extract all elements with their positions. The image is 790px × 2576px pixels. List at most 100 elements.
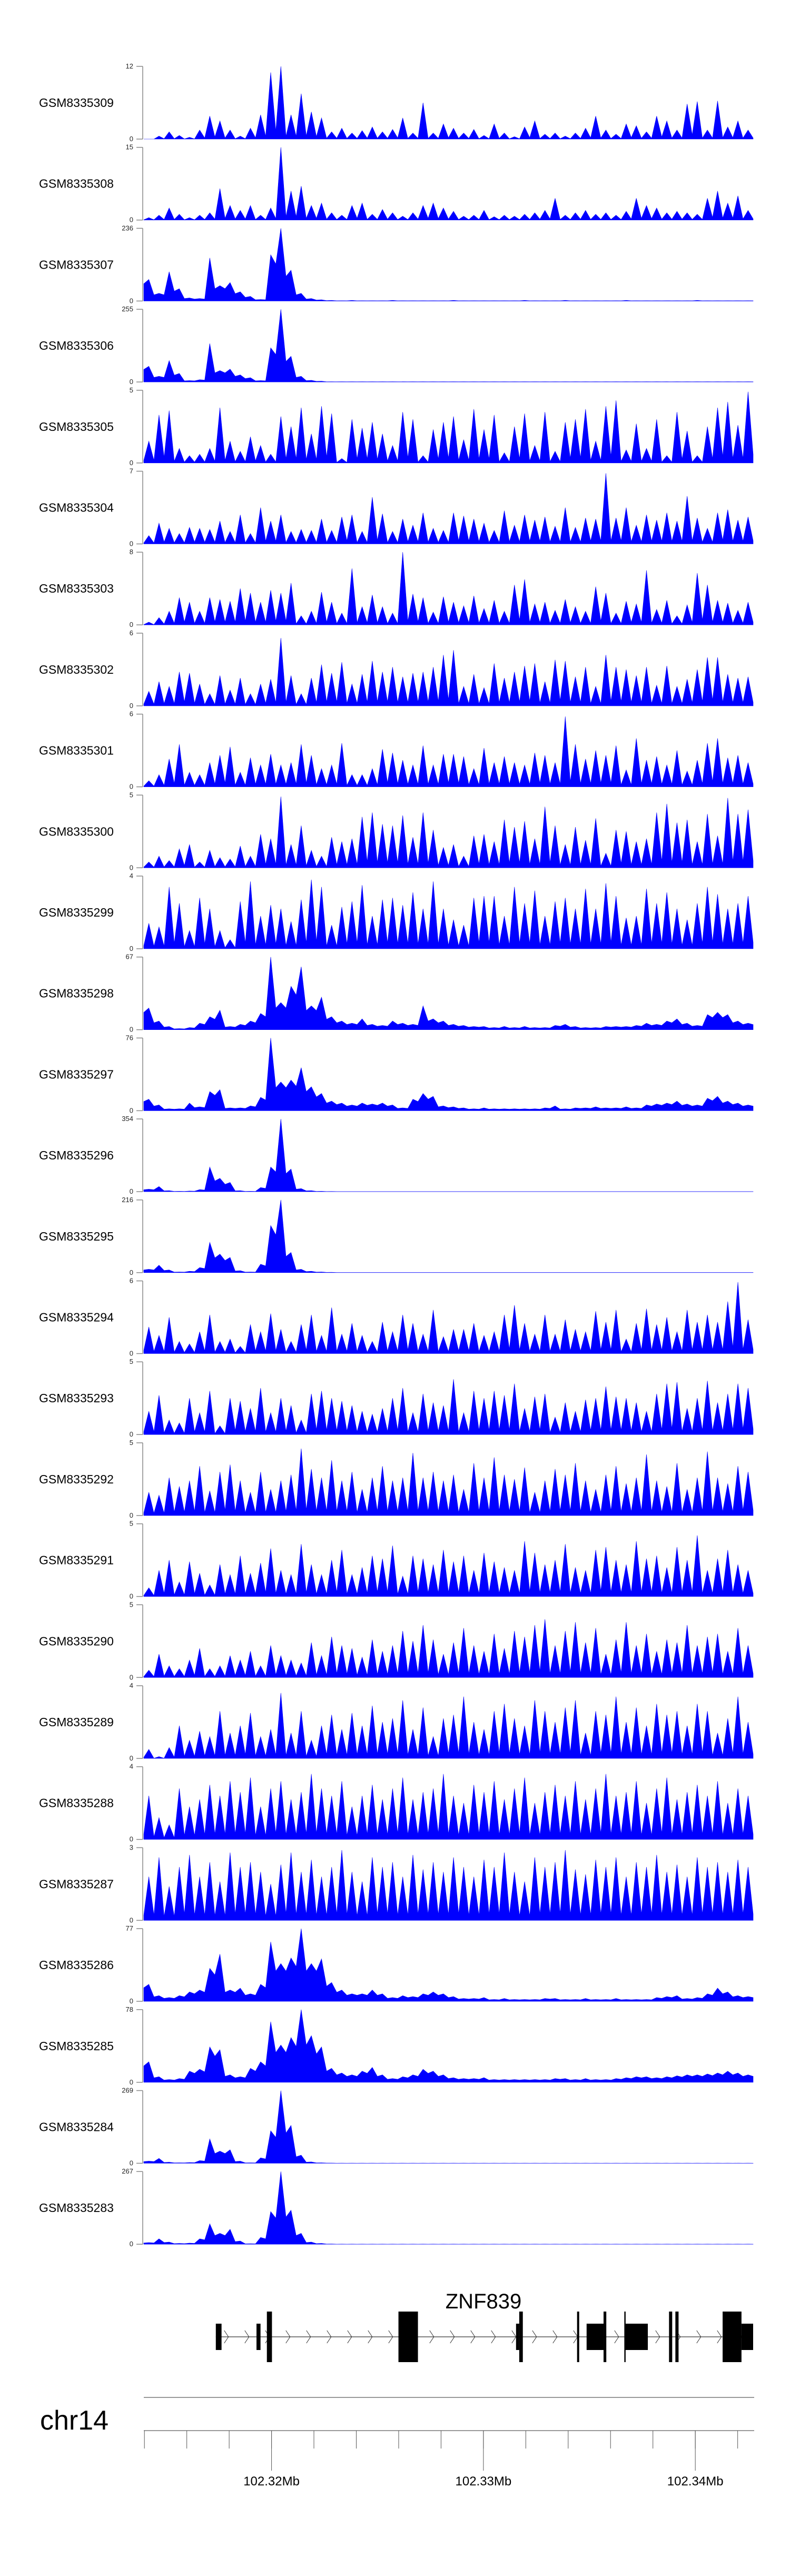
strand-arrow-icon <box>368 2330 373 2344</box>
y-min-label: 0 <box>130 1026 133 1034</box>
y-max-label: 3 <box>130 1843 133 1851</box>
coverage-area <box>143 2090 754 2164</box>
strand-arrow-icon <box>552 2330 558 2344</box>
coverage-area <box>143 716 754 787</box>
strand-arrow-icon <box>717 2330 722 2344</box>
y-max-label: 267 <box>122 2167 133 2175</box>
strand-arrow-icon <box>511 2330 517 2344</box>
track-GSM8335287: GSM8335287 3 0 <box>39 1843 754 1924</box>
coverage-tracks: GSM8335309120GSM8335308150GSM83353072360… <box>39 62 754 2248</box>
track-GSM8335289: GSM8335289 4 0 <box>39 1682 754 1762</box>
coverage-area <box>143 1038 754 1111</box>
track-GSM8335292: GSM8335292 5 0 <box>39 1439 754 1519</box>
axis-ticks: 102.32Mb 102.33Mb 102.34Mb <box>144 2431 738 2489</box>
y-max-label: 8 <box>130 548 133 556</box>
coverage-area <box>143 228 754 301</box>
y-max-label: 4 <box>130 1763 133 1771</box>
track-label: GSM8335309 <box>39 96 114 110</box>
exon-utr <box>256 2324 261 2350</box>
track-label: GSM8335288 <box>39 1796 114 1810</box>
track-label: GSM8335297 <box>39 1067 114 1081</box>
strand-arrow-icon <box>429 2330 434 2344</box>
exon-cds <box>519 2312 523 2362</box>
y-min-label: 0 <box>130 1835 133 1843</box>
y-min-label: 0 <box>130 1673 133 1681</box>
gene-name: ZNF839 <box>446 2290 522 2313</box>
track-label: GSM8335292 <box>39 1472 114 1486</box>
track-label: GSM8335287 <box>39 1877 114 1891</box>
strand-arrow-icon <box>285 2330 291 2344</box>
chromosome-label: chr14 <box>40 2405 108 2436</box>
exon-cds <box>603 2312 607 2362</box>
strand-arrow-icon <box>450 2330 455 2344</box>
y-max-label: 4 <box>130 872 133 880</box>
track-label: GSM8335284 <box>39 2120 114 2134</box>
track-GSM8335309: GSM8335309 12 0 <box>39 62 754 143</box>
y-min-label: 0 <box>130 2078 133 2086</box>
exon-utr <box>215 2324 222 2350</box>
y-min-label: 0 <box>130 378 133 386</box>
y-min-label: 0 <box>130 1430 133 1438</box>
y-max-label: 4 <box>130 1682 133 1689</box>
y-min-label: 0 <box>130 783 133 791</box>
coverage-area <box>143 638 754 706</box>
track-GSM8335302: GSM8335302 6 0 <box>39 629 754 710</box>
track-label: GSM8335303 <box>39 582 114 595</box>
y-max-label: 216 <box>122 1196 133 1204</box>
strand-arrow-icon <box>388 2330 393 2344</box>
track-label: GSM8335308 <box>39 177 114 191</box>
track-label: GSM8335305 <box>39 420 114 434</box>
strand-arrow-icon <box>244 2330 250 2344</box>
track-GSM8335291: GSM8335291 5 0 <box>39 1520 754 1600</box>
track-GSM8335293: GSM8335293 5 0 <box>39 1358 754 1438</box>
track-GSM8335290: GSM8335290 5 0 <box>39 1600 754 1681</box>
y-min-label: 0 <box>130 863 133 871</box>
y-min-label: 0 <box>130 297 133 304</box>
coverage-area <box>144 66 754 140</box>
coverage-area <box>143 2009 754 2083</box>
y-min-label: 0 <box>130 540 133 548</box>
exon-utr <box>516 2324 519 2350</box>
exon-utr <box>586 2324 604 2350</box>
coverage-area <box>143 1929 754 2002</box>
y-min-label: 0 <box>130 702 133 710</box>
y-min-label: 0 <box>130 1350 133 1358</box>
y-max-label: 67 <box>126 953 133 961</box>
exon-utr <box>741 2324 753 2350</box>
y-max-label: 5 <box>130 1520 133 1528</box>
y-max-label: 77 <box>126 1924 133 1932</box>
track-label: GSM8335299 <box>39 906 114 919</box>
exon-cds <box>675 2312 679 2362</box>
y-min-label: 0 <box>130 135 133 143</box>
y-max-label: 5 <box>130 386 133 394</box>
y-min-label: 0 <box>130 1269 133 1276</box>
track-label: GSM8335295 <box>39 1230 114 1243</box>
coverage-area <box>143 1379 754 1435</box>
track-GSM8335304: GSM8335304 7 0 <box>39 467 754 548</box>
gene-model <box>215 2312 753 2362</box>
track-label: GSM8335291 <box>39 1554 114 1567</box>
coverage-area <box>143 1693 754 1759</box>
coverage-area <box>143 473 754 544</box>
strand-arrow-icon <box>347 2330 352 2344</box>
track-label: GSM8335296 <box>39 1148 114 1162</box>
y-max-label: 354 <box>122 1115 133 1123</box>
major-tick-label: 102.33Mb <box>456 2474 512 2489</box>
y-max-label: 236 <box>122 224 133 232</box>
track-GSM8335299: GSM8335299 4 0 <box>39 872 754 952</box>
y-max-label: 5 <box>130 791 133 799</box>
track-label: GSM8335283 <box>39 2201 114 2215</box>
y-min-label: 0 <box>130 1916 133 1924</box>
y-min-label: 0 <box>130 621 133 628</box>
strand-arrow-icon <box>655 2330 660 2344</box>
track-GSM8335300: GSM8335300 5 0 <box>39 791 754 871</box>
genome-axis: chr14 102.32Mb 102.33Mb 102.34Mb <box>40 2397 754 2489</box>
y-max-label: 255 <box>122 305 133 313</box>
exon-utr <box>625 2324 648 2350</box>
track-GSM8335294: GSM8335294 6 0 <box>39 1277 754 1358</box>
coverage-area <box>143 879 754 949</box>
y-min-label: 0 <box>130 945 133 952</box>
coverage-area <box>143 552 754 625</box>
y-max-label: 12 <box>126 62 133 70</box>
